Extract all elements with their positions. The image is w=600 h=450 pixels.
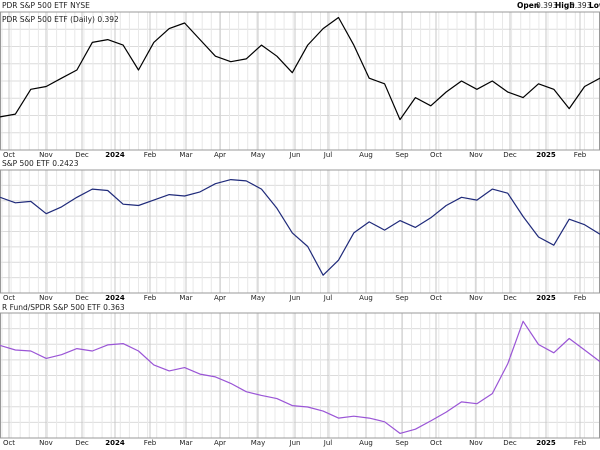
series-line-panel-1 [0,16,600,121]
open-label: Open [517,1,539,10]
x-tick-label: Dec [503,151,517,159]
x-tick-label: Nov [469,439,483,447]
x-tick-label: Oct [3,151,15,159]
x-tick-label: Dec [503,294,517,302]
series-line-panel-3 [0,320,600,434]
x-tick-label: Dec [75,294,89,302]
open-value: 0.393 [536,1,558,10]
x-tick-label: Mar [179,294,192,302]
x-tick-label: Jul [323,294,333,302]
x-tick-label: 2024 [105,439,125,447]
x-tick-label: Oct [430,439,442,447]
grid-layer [0,11,600,439]
x-tick-label: 2025 [536,294,556,302]
x-tick-label: Dec [75,151,89,159]
x-tick-label: Apr [214,151,226,159]
x-tick-label: Apr [214,294,226,302]
x-tick-label: Apr [214,439,226,447]
x-tick-label: Jun [289,294,301,302]
x-tick-label: Nov [469,294,483,302]
x-tick-label: Mar [179,151,192,159]
x-tick-label: Jul [323,439,333,447]
x-tick-label: Sep [395,151,409,159]
x-tick-label: Sep [395,439,409,447]
x-tick-label: May [251,439,265,447]
x-tick-label: 2025 [536,151,556,159]
high-label: High [555,1,575,10]
high-value: 0.393 [570,1,592,10]
x-tick-label: Nov [39,439,53,447]
x-tick-label: Feb [574,439,587,447]
x-tick-label: May [251,151,265,159]
x-tick-label: Nov [469,151,483,159]
x-tick-label: Oct [3,439,15,447]
ohlc-readout: Open 0.393 High 0.393 Low [517,1,600,10]
panel-1-series-label: PDR S&P 500 ETF (Daily) 0.392 [2,15,119,24]
x-tick-label: Mar [179,439,192,447]
x-tick-label: Aug [359,294,373,302]
low-label: Low [589,1,600,10]
x-tick-label: Jun [289,439,301,447]
panel-3-title: R Fund/SPDR S&P 500 ETF 0.363 [2,303,125,312]
series-layer [0,16,600,434]
x-tick-label: May [251,294,265,302]
x-tick-label: Dec [503,439,517,447]
x-tick-label: Oct [430,294,442,302]
x-tick-label: Feb [574,294,587,302]
x-tick-label: Sep [395,294,409,302]
panel-2-title: S&P 500 ETF 0.2423 [2,159,79,168]
x-tick-label: Feb [144,439,157,447]
series-line-panel-2 [0,179,600,276]
x-tick-label: Nov [39,294,53,302]
x-tick-label: Feb [574,151,587,159]
x-tick-label: Feb [144,151,157,159]
x-tick-label: Aug [359,151,373,159]
x-tick-label: Oct [430,151,442,159]
axis-layer: Oct Nov Dec 2024 Feb Mar Apr May Jun Jul Aug Sep Oct… [3,151,587,447]
x-tick-label: Nov [39,151,53,159]
x-tick-label: Feb [144,294,157,302]
panel-1-title: PDR S&P 500 ETF NYSE [2,1,90,10]
x-tick-label: 2024 [105,294,125,302]
x-tick-label: 2024 [105,151,125,159]
x-tick-label: Dec [75,439,89,447]
x-tick-label: Jun [289,151,301,159]
x-tick-label: Oct [3,294,15,302]
x-tick-label: 2025 [536,439,556,447]
x-tick-label: Jul [323,151,333,159]
x-tick-label: Aug [359,439,373,447]
